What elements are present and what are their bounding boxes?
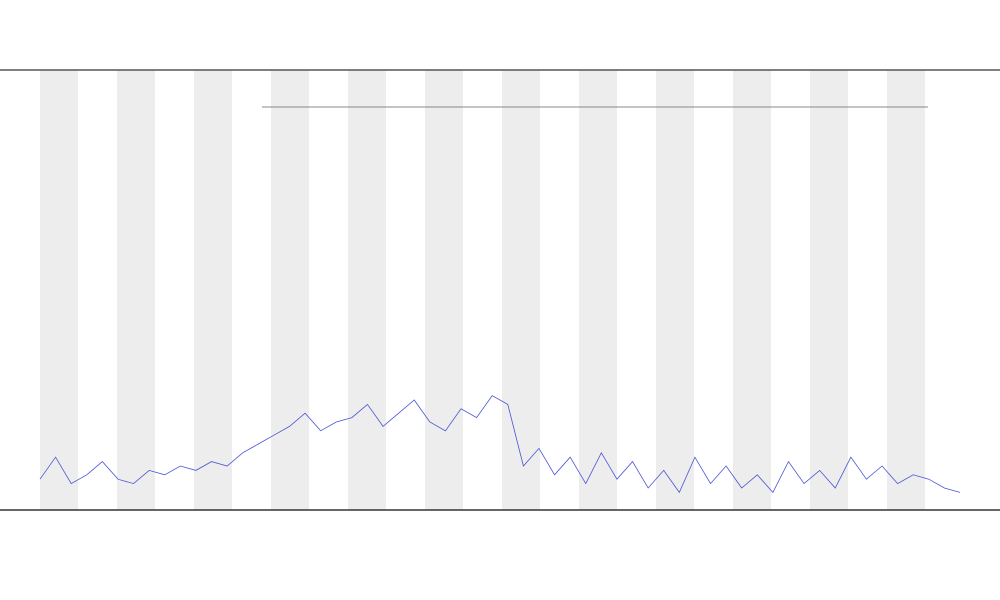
shaded-band: [117, 70, 155, 510]
shaded-band: [887, 70, 925, 510]
shaded-band: [502, 70, 540, 510]
shaded-band: [194, 70, 232, 510]
shaded-band: [40, 70, 78, 510]
shaded-band: [271, 70, 309, 510]
shaded-band: [810, 70, 848, 510]
shaded-band: [733, 70, 771, 510]
shaded-band: [656, 70, 694, 510]
shaded-band: [425, 70, 463, 510]
data-line: [39, 395, 961, 494]
shaded-band: [348, 70, 386, 510]
shaded-band: [579, 70, 617, 510]
